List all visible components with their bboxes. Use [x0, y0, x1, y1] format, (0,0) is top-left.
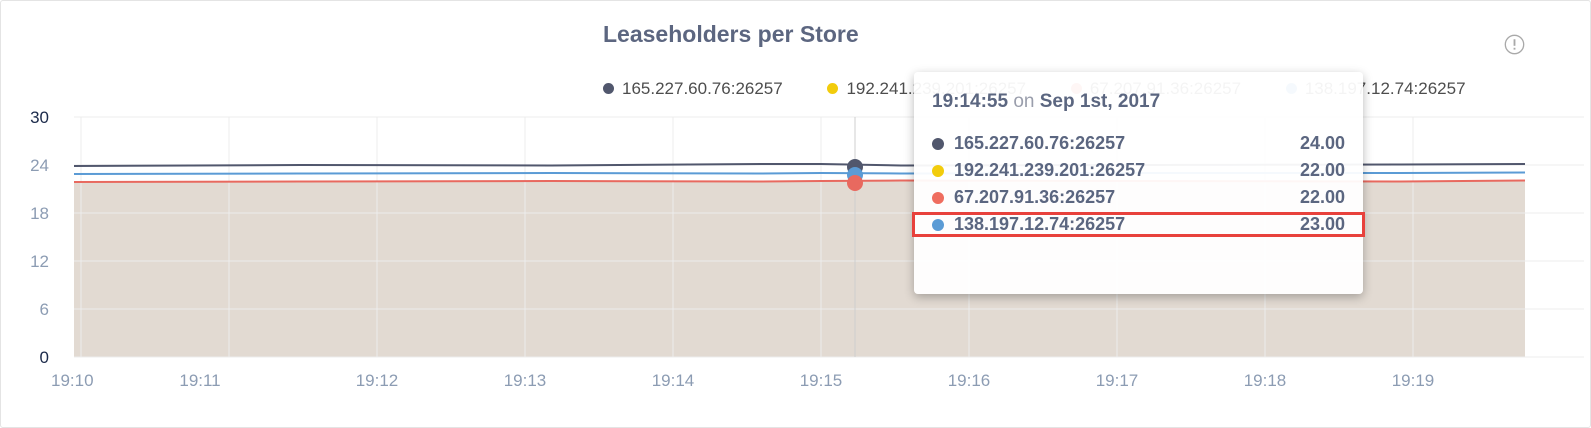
svg-text:19:17: 19:17	[1096, 371, 1139, 390]
svg-text:19:16: 19:16	[948, 371, 991, 390]
svg-text:19:11: 19:11	[179, 371, 220, 390]
svg-text:0: 0	[40, 348, 49, 367]
svg-text:12: 12	[30, 252, 49, 271]
svg-text:30: 30	[30, 108, 49, 127]
svg-text:6: 6	[40, 300, 49, 319]
svg-text:19:12: 19:12	[356, 371, 399, 390]
svg-text:24: 24	[30, 156, 49, 175]
svg-text:19:10: 19:10	[51, 371, 94, 390]
svg-text:19:13: 19:13	[504, 371, 547, 390]
svg-text:19:15: 19:15	[800, 371, 843, 390]
svg-text:19:18: 19:18	[1244, 371, 1287, 390]
svg-text:19:19: 19:19	[1392, 371, 1435, 390]
svg-text:18: 18	[30, 204, 49, 223]
svg-text:19:14: 19:14	[652, 371, 695, 390]
